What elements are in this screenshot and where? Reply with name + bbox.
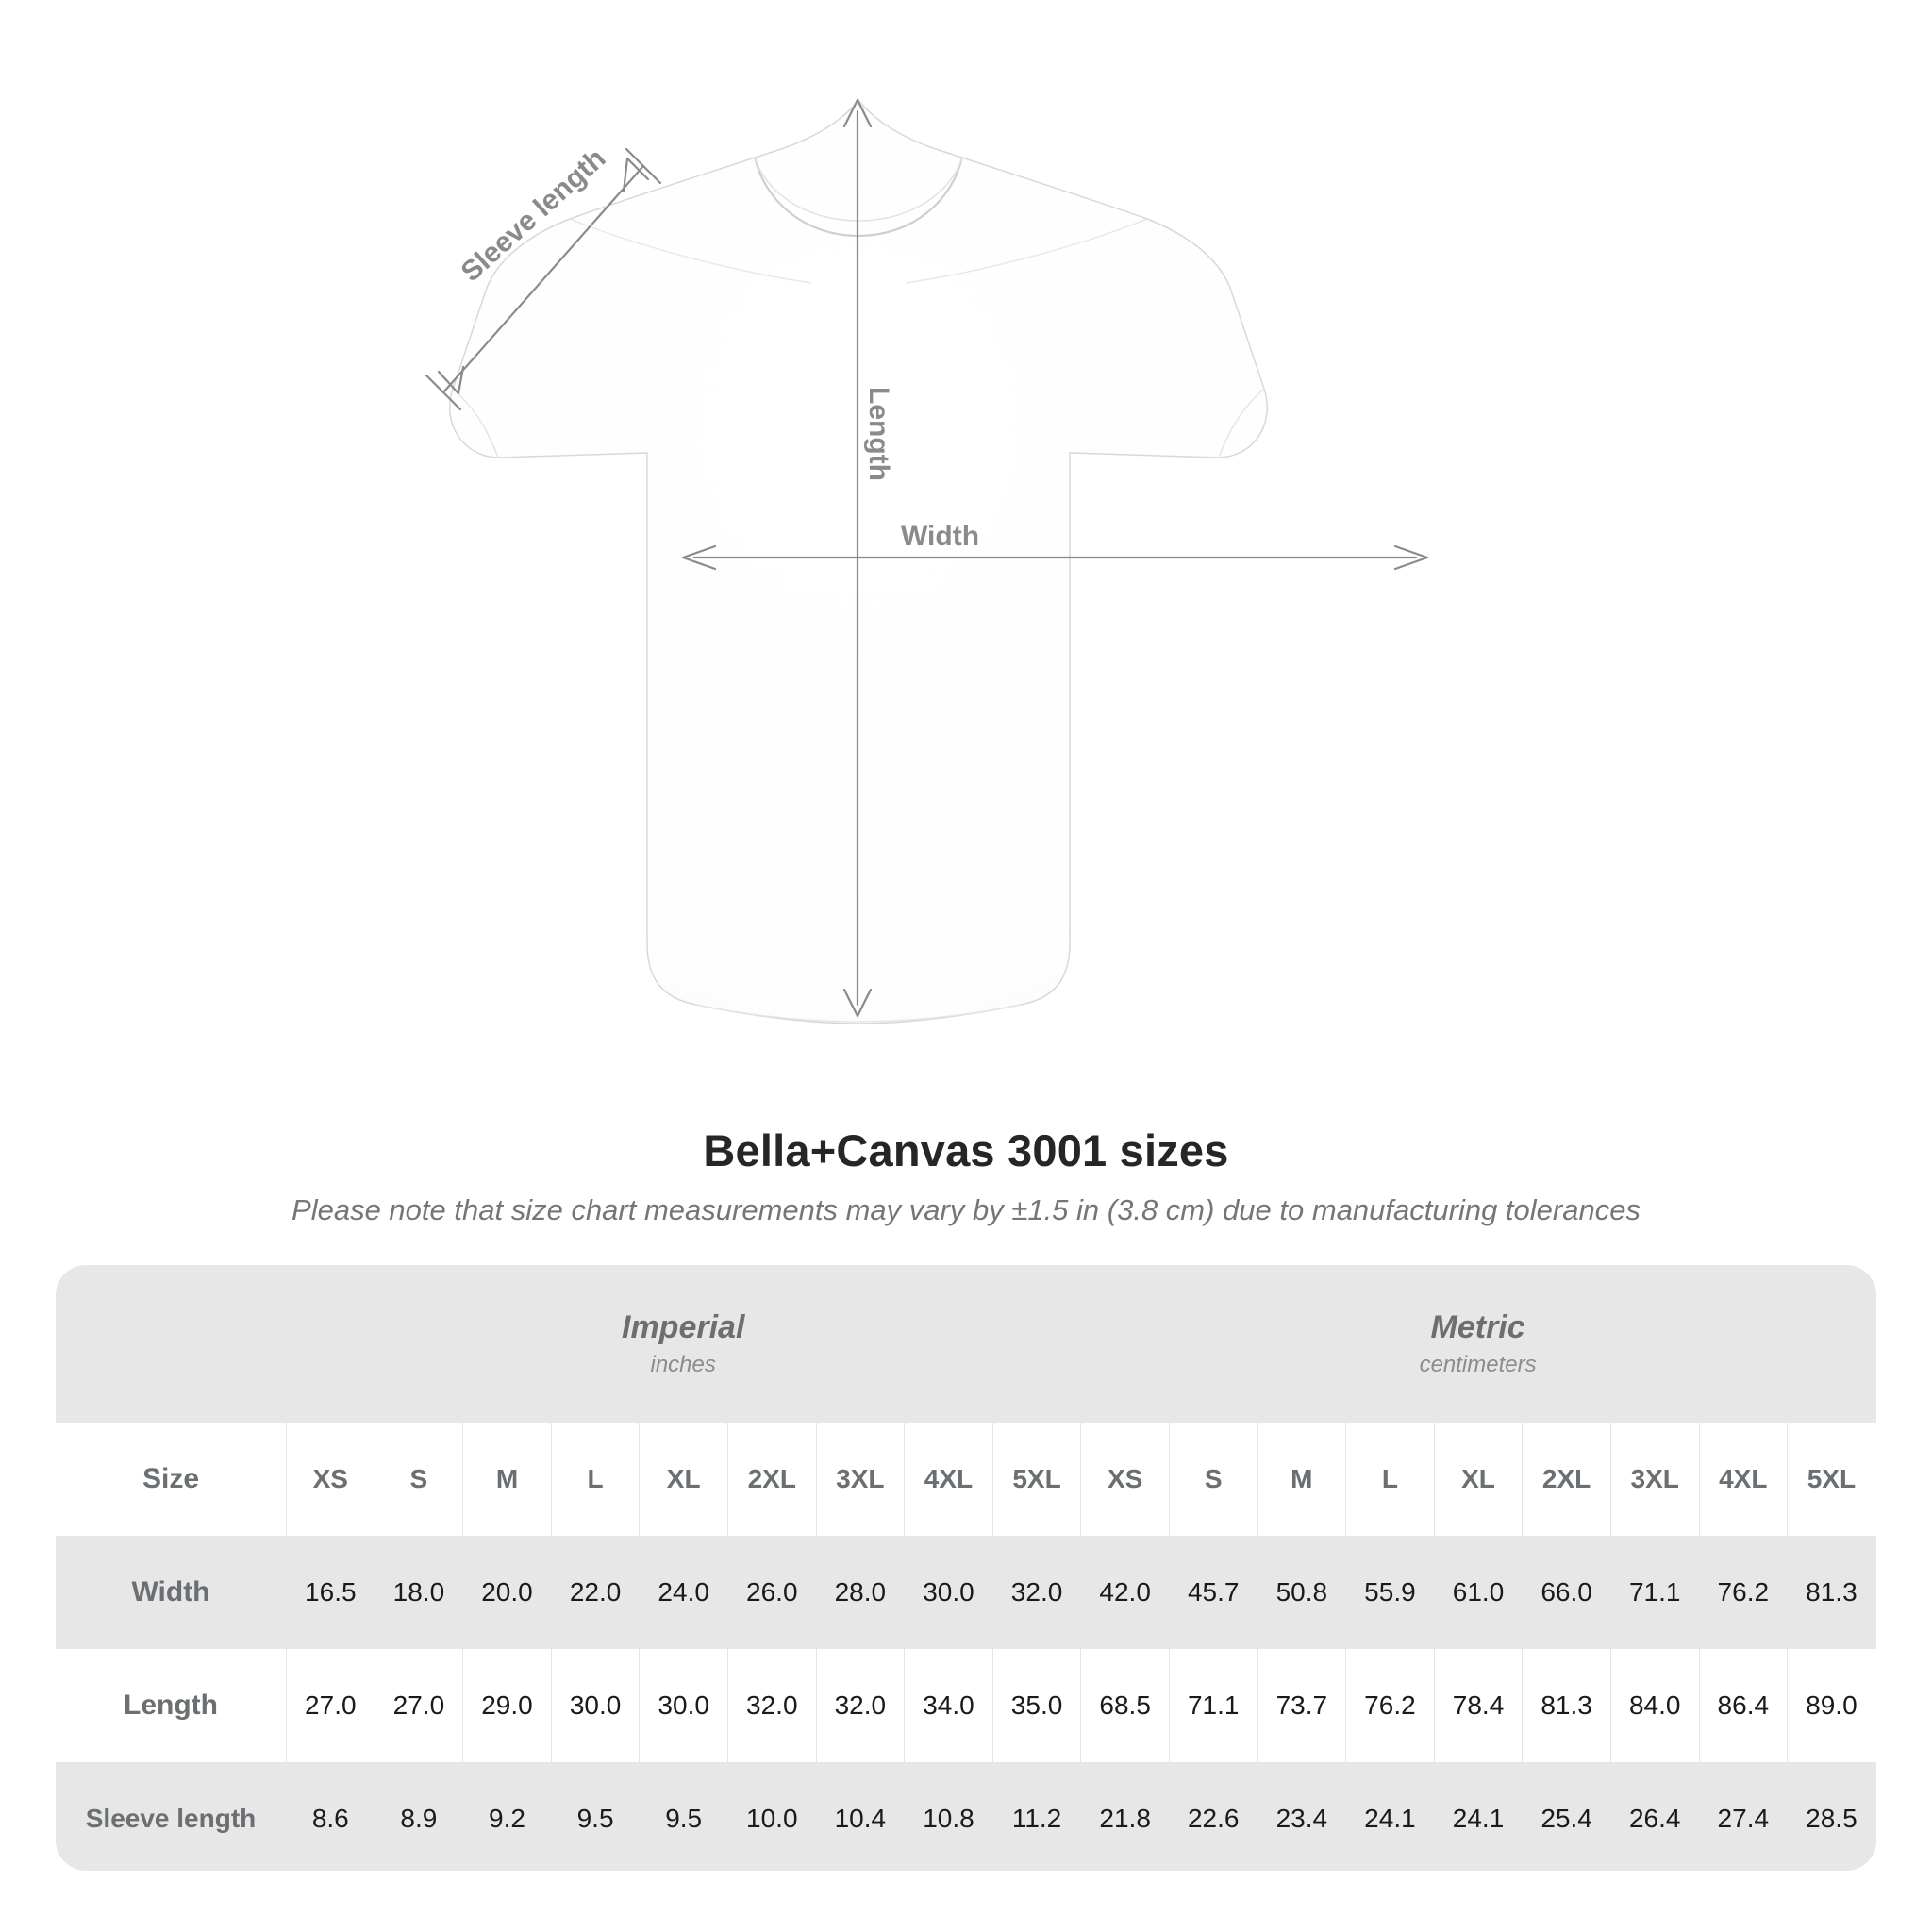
svg-text:Length: Length (863, 387, 894, 481)
svg-text:Width: Width (901, 521, 979, 552)
